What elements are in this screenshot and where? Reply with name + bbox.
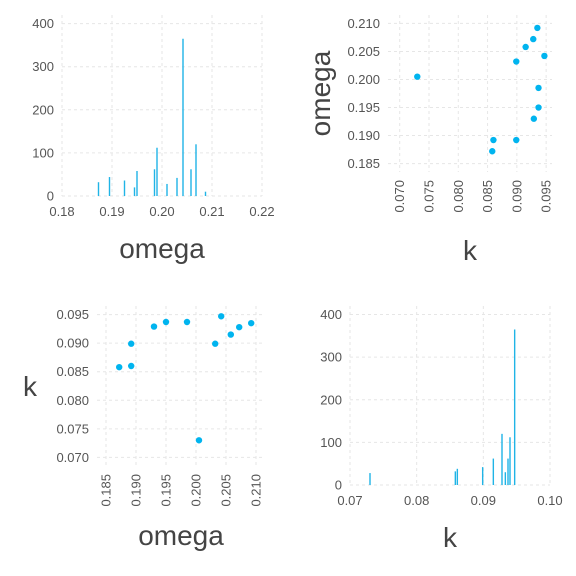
scatter-point xyxy=(128,341,134,347)
scatter-point xyxy=(151,323,157,329)
scatter-point xyxy=(116,364,122,370)
x-tick-label: 0.200 xyxy=(189,474,204,507)
x-tick-label: 0.195 xyxy=(159,474,174,507)
x-tick-label: 0.190 xyxy=(129,474,144,507)
y-tick-label: 0.085 xyxy=(56,364,89,379)
y-axis-label: omega xyxy=(305,50,336,136)
x-tick-label: 0.20 xyxy=(149,204,174,219)
scatter-point xyxy=(522,44,528,50)
k-vs-omega-scatter-panel: 0.185 0.190 0.195 0.200 0.205 0.210 0.070 0.075… xyxy=(305,15,554,266)
x-tick-label: 0.18 xyxy=(49,204,74,219)
scatter-point xyxy=(531,116,537,122)
y-tick-label: 0.195 xyxy=(347,100,380,115)
x-tick-label: 0.070 xyxy=(392,180,407,213)
x-axis-label: omega xyxy=(119,233,205,264)
scatter-point xyxy=(535,104,541,110)
x-tick-label: 0.075 xyxy=(422,180,437,213)
scatter-point xyxy=(248,320,254,326)
y-tick-label: 0.090 xyxy=(56,336,89,351)
y-tick-label: 200 xyxy=(320,392,342,407)
x-tick-label: 0.10 xyxy=(537,493,562,508)
y-tick-label: 0 xyxy=(47,189,54,204)
scatter-point xyxy=(128,363,134,369)
y-tick-label: 0.070 xyxy=(56,450,89,465)
scatter-point xyxy=(163,319,169,325)
x-tick-label: 0.08 xyxy=(404,493,429,508)
scatter-point xyxy=(541,53,547,59)
y-tick-label: 200 xyxy=(32,102,54,117)
x-tick-label: 0.205 xyxy=(219,474,234,507)
scatter-point xyxy=(228,331,234,337)
scatter-point xyxy=(534,25,540,31)
x-tick-label: 0.21 xyxy=(199,204,224,219)
y-tick-label: 0.205 xyxy=(347,44,380,59)
y-tick-label: 100 xyxy=(320,435,342,450)
x-tick-label: 0.19 xyxy=(99,204,124,219)
y-tick-label: 0.075 xyxy=(56,421,89,436)
x-tick-label: 0.095 xyxy=(539,180,554,213)
omega-histogram-panel: 0 100 200 300 400 0.18 0.19 0.20 0.21 0.22 omega xyxy=(32,15,274,264)
y-tick-label: 0.080 xyxy=(56,393,89,408)
y-tick-label: 100 xyxy=(32,145,54,160)
y-tick-label: 0 xyxy=(335,478,342,493)
scatter-point xyxy=(236,324,242,330)
y-tick-label: 0.210 xyxy=(347,16,380,31)
scatter-point xyxy=(196,437,202,443)
x-axis-label: k xyxy=(463,235,478,266)
x-tick-label: 0.185 xyxy=(99,474,114,507)
scatter-point xyxy=(489,148,495,154)
x-tick-label: 0.09 xyxy=(471,493,496,508)
scatter-point xyxy=(212,341,218,347)
y-tick-label: 0.185 xyxy=(347,156,380,171)
x-tick-label: 0.080 xyxy=(451,180,466,213)
x-axis-label: omega xyxy=(138,520,224,551)
y-tick-label: 300 xyxy=(32,59,54,74)
x-tick-label: 0.090 xyxy=(509,180,524,213)
y-tick-label: 300 xyxy=(320,350,342,365)
k-histogram-panel: 0 100 200 300 400 0.07 0.08 0.09 0.10 k xyxy=(320,306,562,553)
scatter-point xyxy=(513,137,519,143)
y-tick-label: 0.200 xyxy=(347,72,380,87)
scatter-point xyxy=(218,313,224,319)
scatter-point xyxy=(184,319,190,325)
y-tick-label: 0.095 xyxy=(56,307,89,322)
x-axis-label: k xyxy=(443,522,458,553)
scatter-point xyxy=(513,58,519,64)
scatter-point xyxy=(530,36,536,42)
x-tick-label: 0.085 xyxy=(480,180,495,213)
scatter-point xyxy=(414,73,420,79)
y-tick-label: 400 xyxy=(32,16,54,31)
x-tick-label: 0.210 xyxy=(249,474,264,507)
scatter-point xyxy=(490,137,496,143)
y-tick-label: 0.190 xyxy=(347,128,380,143)
omega-vs-k-scatter-panel: 0.070 0.075 0.080 0.085 0.090 0.095 0.185 0.190… xyxy=(23,306,265,551)
y-axis-label: k xyxy=(23,371,38,402)
x-tick-label: 0.22 xyxy=(249,204,274,219)
scatter-point xyxy=(535,85,541,91)
y-tick-label: 400 xyxy=(320,307,342,322)
x-tick-label: 0.07 xyxy=(337,493,362,508)
